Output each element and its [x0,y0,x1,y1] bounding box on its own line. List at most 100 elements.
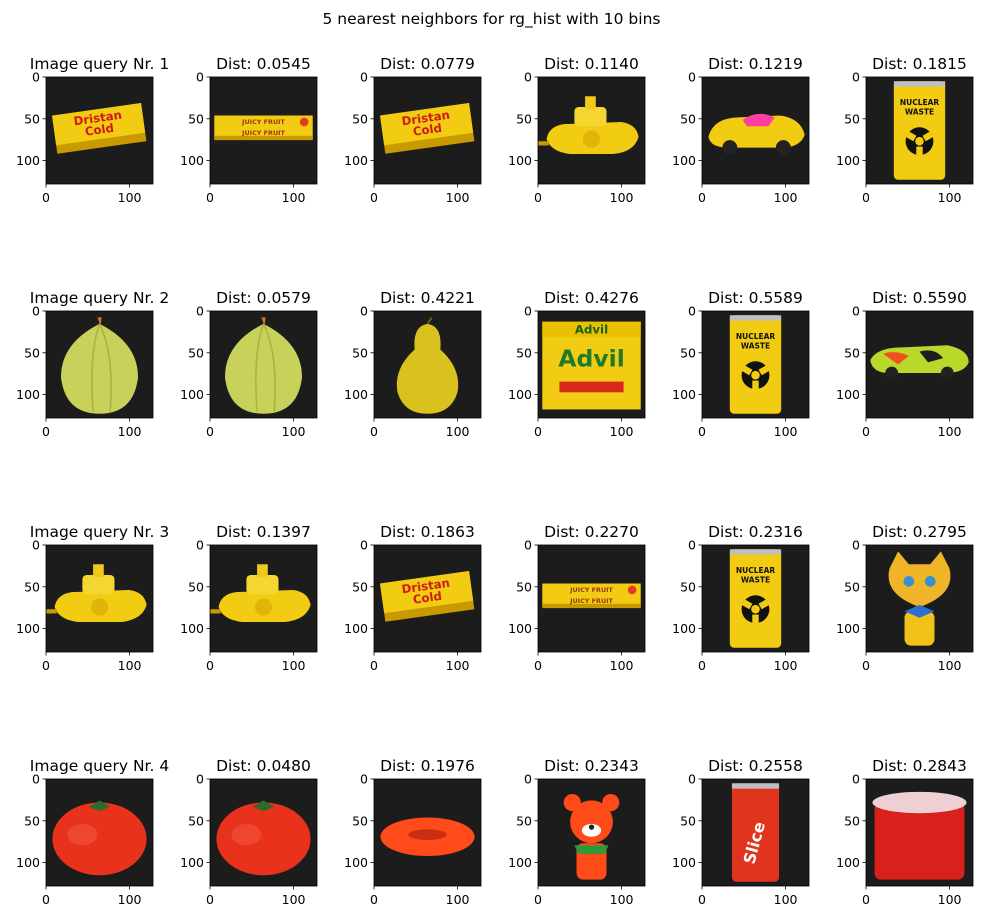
x-tick-label: 100 [938,190,962,205]
x-tick-label: 100 [118,658,142,673]
neighbor-subplot-1-3: Dist: 0.1140 0 50 100 0 100 [508,55,646,205]
x-tick-label: 100 [774,190,798,205]
axes-frame [865,76,974,185]
neighbor-subplot-1-4: Dist: 0.1219 0 50 100 0 100 [672,55,810,205]
y-tick-label: 50 [188,579,204,594]
y-tick-label: 0 [524,772,532,787]
x-tick-label: 100 [610,424,634,439]
x-tick-label: 0 [206,892,214,907]
query-title: Image query Nr. 4 [30,757,169,775]
y-tick-label: 100 [508,855,532,870]
y-tick-label: 0 [360,304,368,319]
axes-frame [373,310,482,419]
y-tick-label: 100 [672,621,696,636]
x-tick-label: 0 [862,424,870,439]
svg-text:NUCLEAR: NUCLEAR [900,98,940,107]
x-tick-label: 0 [370,190,378,205]
svg-text:Advil: Advil [558,345,625,373]
y-tick-label: 100 [344,153,368,168]
x-tick-label: 0 [534,892,542,907]
axes-frame [373,76,482,185]
axes-frame [865,544,974,653]
y-tick-label: 0 [32,772,40,787]
axes-frame [701,544,810,653]
neighbor-distance-title: Dist: 0.1397 [216,523,311,541]
y-tick-label: 50 [516,813,532,828]
neighbor-subplot-1-1: Dist: 0.0545 JUICY FRUIT JUICY FRUIT 0 50 100… [180,55,318,205]
neighbor-subplot-3-5: Dist: 0.2795 0 50 100 0 100 [836,523,974,673]
x-tick-label: 100 [610,892,634,907]
juicy-fruit-pack-image: JUICY FRUIT JUICY FRUIT [542,583,641,609]
x-tick-label: 100 [938,892,962,907]
x-tick-label: 100 [610,658,634,673]
pear-image [396,316,459,414]
svg-text:Dristan: Dristan [401,576,451,597]
x-tick-label: 0 [42,424,50,439]
axes-frame [537,778,646,887]
y-tick-label: 0 [524,538,532,553]
y-tick-label: 50 [24,111,40,126]
svg-text:NUCLEAR: NUCLEAR [736,566,776,575]
advil-box-image: Advil Advil [542,321,641,410]
x-tick-label: 100 [774,892,798,907]
axes-frame [209,76,318,185]
y-tick-label: 100 [344,387,368,402]
x-tick-label: 100 [282,424,306,439]
y-tick-label: 50 [680,111,696,126]
y-tick-label: 100 [180,387,204,402]
yellow-toy-car-image [708,113,805,156]
query-title: Image query Nr. 2 [30,289,169,307]
y-tick-label: 100 [16,387,40,402]
x-tick-label: 0 [206,190,214,205]
svg-text:WASTE: WASTE [741,341,770,350]
y-tick-label: 0 [196,304,204,319]
x-tick-label: 100 [446,424,470,439]
y-tick-label: 0 [688,304,696,319]
neighbor-distance-title: Dist: 0.5590 [872,289,967,307]
axes-frame [701,310,810,419]
x-tick-label: 100 [938,424,962,439]
y-tick-label: 100 [508,621,532,636]
juicy-fruit-pack-image: JUICY FRUIT JUICY FRUIT [214,115,313,141]
neighbor-subplot-4-4: Dist: 0.2558 Slice 0 50 100 0 100 [672,757,810,907]
y-tick-label: 100 [344,621,368,636]
y-tick-label: 0 [524,70,532,85]
y-tick-label: 50 [680,813,696,828]
neighbor-distance-title: Dist: 0.0480 [216,757,311,775]
x-tick-label: 100 [446,190,470,205]
green-toy-car-image [870,345,969,380]
y-tick-label: 0 [852,304,860,319]
query-title: Image query Nr. 1 [30,55,169,73]
red-cup-image [872,791,967,880]
y-tick-label: 0 [32,304,40,319]
tomato-image [52,800,147,876]
y-tick-label: 50 [352,579,368,594]
x-tick-label: 0 [698,658,706,673]
y-tick-label: 50 [188,345,204,360]
axes-frame [45,544,154,653]
axes-frame [45,76,154,185]
x-tick-label: 0 [862,190,870,205]
neighbor-distance-title: Dist: 0.2843 [872,757,967,775]
x-tick-label: 100 [118,424,142,439]
y-tick-label: 100 [180,621,204,636]
neighbor-distance-title: Dist: 0.1815 [872,55,967,73]
neighbor-distance-title: Dist: 0.2270 [544,523,639,541]
neighbor-subplot-3-3: Dist: 0.2270 JUICY FRUIT JUICY FRUIT 0 50 100… [508,523,646,673]
neighbor-distance-title: Dist: 0.2558 [708,757,803,775]
y-tick-label: 50 [844,345,860,360]
y-tick-label: 50 [516,111,532,126]
x-tick-label: 100 [118,892,142,907]
x-tick-label: 100 [282,658,306,673]
neighbor-distance-title: Dist: 0.1863 [380,523,475,541]
axes-frame [373,778,482,887]
neighbor-subplot-2-2: Dist: 0.4221 0 50 100 0 100 [344,289,482,439]
subplot-grid: Image query Nr. 1 Dristan Cold 0 50 100 0 100 Di… [16,55,974,907]
svg-text:Cold: Cold [84,121,115,139]
svg-text:Advil: Advil [575,322,608,336]
tomato-image [216,800,311,876]
